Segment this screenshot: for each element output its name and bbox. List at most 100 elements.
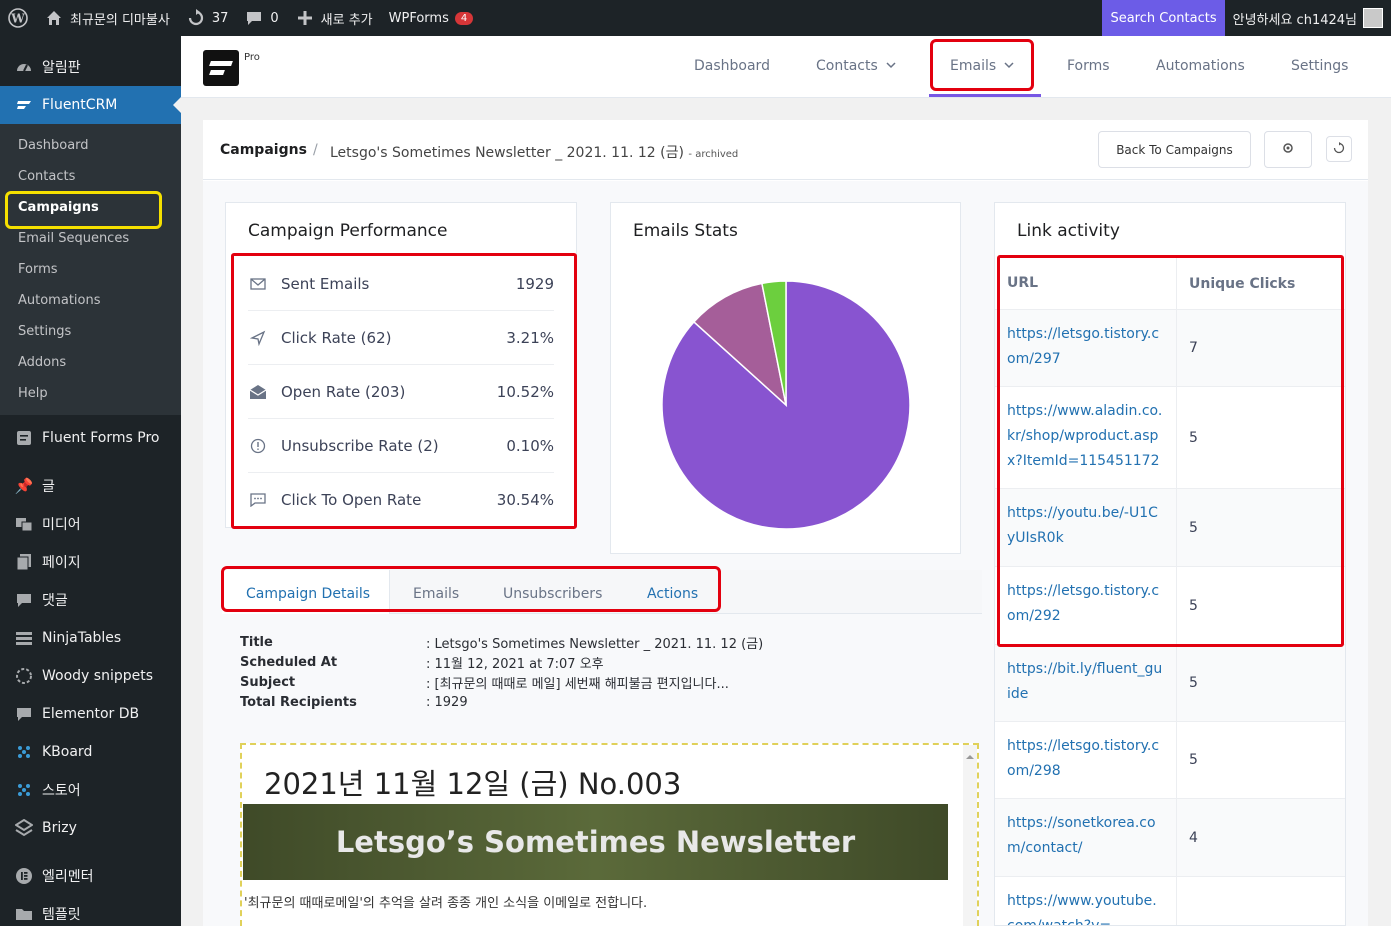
detail-key: Subject	[240, 674, 296, 690]
gear-icon	[1281, 141, 1295, 158]
greeting-text: 안녕하세요 ch1424님	[1232, 12, 1357, 28]
envelope-icon	[248, 274, 268, 294]
comment-icon	[14, 704, 34, 724]
link-url[interactable]: https://letsgo.tistory.com/292	[995, 567, 1177, 644]
fluentcrm-icon	[14, 95, 34, 115]
link-url[interactable]: https://letsgo.tistory.com/298	[995, 722, 1177, 798]
menu-kboard[interactable]: KBoard	[0, 733, 181, 771]
wp-logo-menu[interactable]: W	[0, 0, 36, 36]
table-row: https://www.aladin.co.kr/shop/wproduct.a…	[995, 387, 1345, 489]
tab-actions[interactable]: Actions	[647, 586, 699, 602]
link-unique-clicks: 5	[1189, 429, 1198, 446]
link-url[interactable]: https://letsgo.tistory.com/297	[995, 310, 1177, 386]
nav-emails[interactable]: Emails	[950, 58, 1014, 74]
settings-button[interactable]	[1264, 131, 1312, 168]
perf-row-click-to-open: Click To Open Rate 30.54%	[248, 473, 554, 527]
admin-bar: W 최규문의 디마불사 37 0 새로 추가 WPForms 4 Search …	[0, 0, 1391, 36]
email-preview[interactable]: 2021년 11월 12일 (금) No.003 Letsgo’s Someti…	[240, 743, 979, 926]
pro-label: Pro	[244, 52, 260, 63]
menu-kboard-label: KBoard	[42, 744, 93, 760]
link-url[interactable]: https://www.youtube.com/watch?v=...	[995, 877, 1177, 925]
link-activity-card: Link activity URL Unique Clicks https://…	[994, 202, 1346, 926]
submenu-dashboard[interactable]: Dashboard	[18, 138, 89, 153]
submenu-email-sequences[interactable]: Email Sequences	[18, 231, 130, 246]
pie-slice-1[interactable]	[692, 282, 788, 408]
menu-woody-snippets[interactable]: Woody snippets	[0, 657, 181, 695]
submenu-campaigns[interactable]: Campaigns	[18, 200, 99, 215]
tab-emails[interactable]: Emails	[413, 586, 460, 602]
campaign-tabs: Campaign Details Emails Unsubscribers Ac…	[222, 570, 982, 614]
preview-scrollbar[interactable]	[963, 745, 977, 926]
menu-fluent-forms[interactable]: Fluent Forms Pro	[0, 419, 181, 457]
menu-pages[interactable]: 페이지	[0, 543, 181, 581]
nav-settings[interactable]: Settings	[1291, 58, 1349, 74]
admin-sidebar: 알림판 FluentCRM Dashboard Contacts Campaig…	[0, 36, 181, 926]
tab-unsubscribers[interactable]: Unsubscribers	[503, 586, 603, 602]
breadcrumb-title: Letsgo's Sometimes Newsletter _ 2021. 11…	[330, 142, 738, 162]
submenu-forms[interactable]: Forms	[18, 262, 58, 277]
detail-value: : 1929	[426, 694, 468, 710]
submenu-addons[interactable]: Addons	[18, 355, 67, 370]
submenu-automations[interactable]: Automations	[18, 293, 101, 308]
table-row: https://letsgo.tistory.com/292 5	[995, 567, 1345, 645]
refresh-button[interactable]	[1326, 136, 1352, 162]
pie-slice-2[interactable]	[761, 280, 787, 406]
menu-elementor[interactable]: 엘리멘터	[0, 857, 181, 895]
nav-forms[interactable]: Forms	[1067, 58, 1110, 74]
wpforms-link[interactable]: WPForms 4	[381, 0, 482, 36]
menu-elementor-db[interactable]: Elementor DB	[0, 695, 181, 733]
fluentcrm-logo[interactable]	[203, 50, 239, 86]
menu-comments[interactable]: 댓글	[0, 581, 181, 619]
campaign-details: Title : Letsgo's Sometimes Newsletter _ …	[240, 632, 763, 712]
menu-ninjatables[interactable]: NinjaTables	[0, 619, 181, 657]
link-url[interactable]: https://bit.ly/fluent_guide	[995, 645, 1177, 721]
menu-store[interactable]: 스토어	[0, 771, 181, 809]
preview-text: '최규문의 때때로메일'의 추억을 살려 종종 개인 소식을 이메일로 전합니다…	[244, 896, 648, 911]
menu-dashboard[interactable]: 알림판	[0, 48, 181, 86]
perf-value: 10.52%	[496, 382, 554, 401]
detail-row-title: Title : Letsgo's Sometimes Newsletter _ …	[240, 632, 763, 652]
link-url[interactable]: https://youtu.be/-U1CyUIsR0k	[995, 489, 1177, 566]
detail-key: Total Recipients	[240, 694, 357, 710]
avatar	[1363, 8, 1383, 28]
tab-campaign-details[interactable]: Campaign Details	[246, 586, 371, 602]
breadcrumb-campaigns-link[interactable]: Campaigns	[220, 142, 307, 158]
kboard-icon	[14, 742, 34, 762]
wpforms-label: WPForms	[388, 10, 449, 26]
account-menu[interactable]: 안녕하세요 ch1424님	[1225, 8, 1391, 28]
site-name-link[interactable]: 최규문의 디마불사	[36, 0, 178, 36]
menu-brizy[interactable]: Brizy	[0, 809, 181, 847]
col-url: URL	[995, 258, 1177, 309]
menu-pages-label: 페이지	[42, 555, 81, 571]
nav-emails-label: Emails	[950, 58, 997, 74]
comment-icon	[14, 590, 34, 610]
submenu-contacts[interactable]: Contacts	[18, 169, 76, 184]
menu-posts[interactable]: 📌 글	[0, 467, 181, 505]
link-url[interactable]: https://sonetkorea.com/contact/	[995, 799, 1177, 876]
updates-link[interactable]: 37	[178, 0, 237, 36]
svg-text:W: W	[10, 12, 25, 26]
detail-value: : 11월 12, 2021 at 7:07 오후	[426, 656, 604, 672]
link-activity-title: Link activity	[1017, 221, 1120, 241]
detail-key: Title	[240, 634, 273, 650]
search-contacts-button[interactable]: Search Contacts	[1102, 0, 1225, 36]
link-url[interactable]: https://www.aladin.co.kr/shop/wproduct.a…	[995, 387, 1177, 488]
performance-title: Campaign Performance	[248, 221, 448, 241]
nav-automations[interactable]: Automations	[1156, 58, 1245, 74]
menu-templates[interactable]: 템플릿	[0, 895, 181, 926]
table-row: https://sonetkorea.com/contact/4	[995, 799, 1345, 877]
comments-link[interactable]: 0	[236, 0, 286, 36]
menu-fluentcrm[interactable]: FluentCRM	[0, 86, 181, 124]
gauge-icon	[14, 57, 34, 77]
menu-fluent-forms-label: Fluent Forms Pro	[42, 430, 160, 446]
nav-dashboard[interactable]: Dashboard	[694, 58, 770, 74]
new-content-link[interactable]: 새로 추가	[287, 0, 381, 36]
menu-store-label: 스토어	[42, 783, 81, 799]
table-row: https://letsgo.tistory.com/297 7	[995, 310, 1345, 387]
submenu-settings[interactable]: Settings	[18, 324, 72, 339]
back-to-campaigns-button[interactable]: Back To Campaigns	[1098, 131, 1251, 168]
nav-contacts[interactable]: Contacts	[816, 58, 896, 74]
menu-media[interactable]: 미디어	[0, 505, 181, 543]
submenu-help[interactable]: Help	[18, 386, 48, 401]
link-activity-table: URL Unique Clicks https://letsgo.tistory…	[995, 258, 1345, 925]
